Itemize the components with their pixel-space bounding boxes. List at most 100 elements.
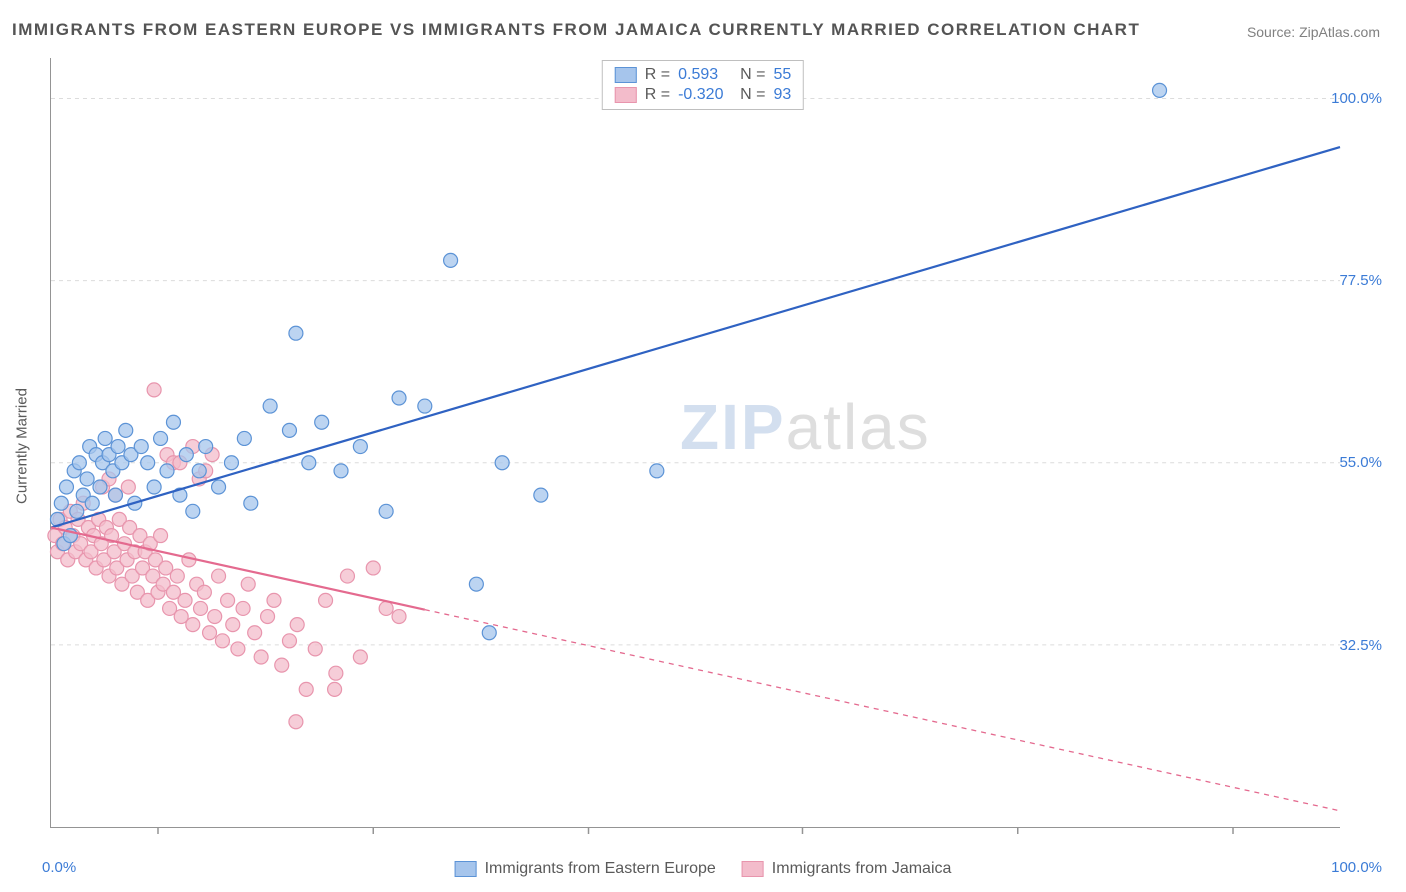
data-point [194,601,208,615]
data-point [178,593,192,607]
data-point [469,577,483,591]
data-point [263,399,277,413]
legend-swatch [455,861,477,877]
data-point [212,480,226,494]
legend-swatch [615,87,637,103]
data-point [98,431,112,445]
data-point [154,431,168,445]
data-point [290,618,304,632]
data-point [221,593,235,607]
data-point [275,658,289,672]
legend-series-label: Immigrants from Eastern Europe [485,860,716,878]
data-point [418,399,432,413]
data-point [444,253,458,267]
data-point [224,456,238,470]
legend-swatch [615,67,637,83]
legend-n-value: 93 [773,86,791,104]
data-point [208,610,222,624]
data-point [147,383,161,397]
legend-series-item: Immigrants from Jamaica [742,860,952,878]
data-point [340,569,354,583]
legend-r-label: R = [645,66,670,84]
data-point [254,650,268,664]
data-point [482,626,496,640]
data-point [166,415,180,429]
trend-line-extrapolated [425,610,1340,811]
data-point [334,464,348,478]
data-point [203,626,217,640]
data-point [231,642,245,656]
legend-r-label: R = [645,86,670,104]
data-point [289,326,303,340]
legend-n-label: N = [740,86,765,104]
watermark: ZIPatlas [680,390,931,464]
data-point [236,601,250,615]
data-point [226,618,240,632]
source-attribution: Source: ZipAtlas.com [1247,24,1380,40]
data-point [267,593,281,607]
legend-r-value: -0.320 [678,86,732,104]
data-point [392,610,406,624]
data-point [319,593,333,607]
legend-n-value: 55 [773,66,791,84]
data-point [141,456,155,470]
data-point [147,480,161,494]
data-point [308,642,322,656]
data-point [186,504,200,518]
data-point [237,431,251,445]
data-point [154,529,168,543]
data-point [160,464,174,478]
data-point [111,440,125,454]
legend-series-item: Immigrants from Eastern Europe [455,860,716,878]
data-point [495,456,509,470]
y-tick-label: 77.5% [1339,272,1382,289]
data-point [1153,83,1167,97]
y-tick-label: 32.5% [1339,637,1382,654]
data-point [379,601,393,615]
data-point [302,456,316,470]
chart-title: IMMIGRANTS FROM EASTERN EUROPE VS IMMIGR… [12,20,1140,40]
data-point [353,650,367,664]
data-point [54,496,68,510]
y-tick-label: 55.0% [1339,454,1382,471]
data-point [282,634,296,648]
data-point [244,496,258,510]
data-point [121,480,135,494]
data-point [93,480,107,494]
data-point [379,504,393,518]
data-point [212,569,226,583]
data-point [215,634,229,648]
data-point [197,585,211,599]
watermark-atlas: atlas [786,391,931,463]
data-point [179,448,193,462]
x-tick-0: 0.0% [42,859,76,876]
data-point [80,472,94,486]
data-point [186,618,200,632]
x-tick-100: 100.0% [1331,859,1382,876]
data-point [392,391,406,405]
data-point [299,682,313,696]
data-point [353,440,367,454]
legend-stats: R = 0.593 N = 55 R = -0.320 N = 93 [602,60,804,110]
watermark-zip: ZIP [680,391,786,463]
data-point [261,610,275,624]
data-point [534,488,548,502]
data-point [59,480,73,494]
data-point [289,715,303,729]
data-point [248,626,262,640]
data-point [85,496,99,510]
legend-n-label: N = [740,66,765,84]
data-point [119,423,133,437]
legend-series: Immigrants from Eastern Europe Immigrants… [455,860,952,878]
legend-stats-row: R = -0.320 N = 93 [615,85,791,105]
trend-line [51,147,1340,527]
data-point [315,415,329,429]
data-point [366,561,380,575]
y-tick-label: 100.0% [1331,90,1382,107]
legend-stats-row: R = 0.593 N = 55 [615,65,791,85]
data-point [328,682,342,696]
data-point [108,488,122,502]
data-point [170,569,184,583]
legend-series-label: Immigrants from Jamaica [772,860,952,878]
legend-r-value: 0.593 [678,66,732,84]
